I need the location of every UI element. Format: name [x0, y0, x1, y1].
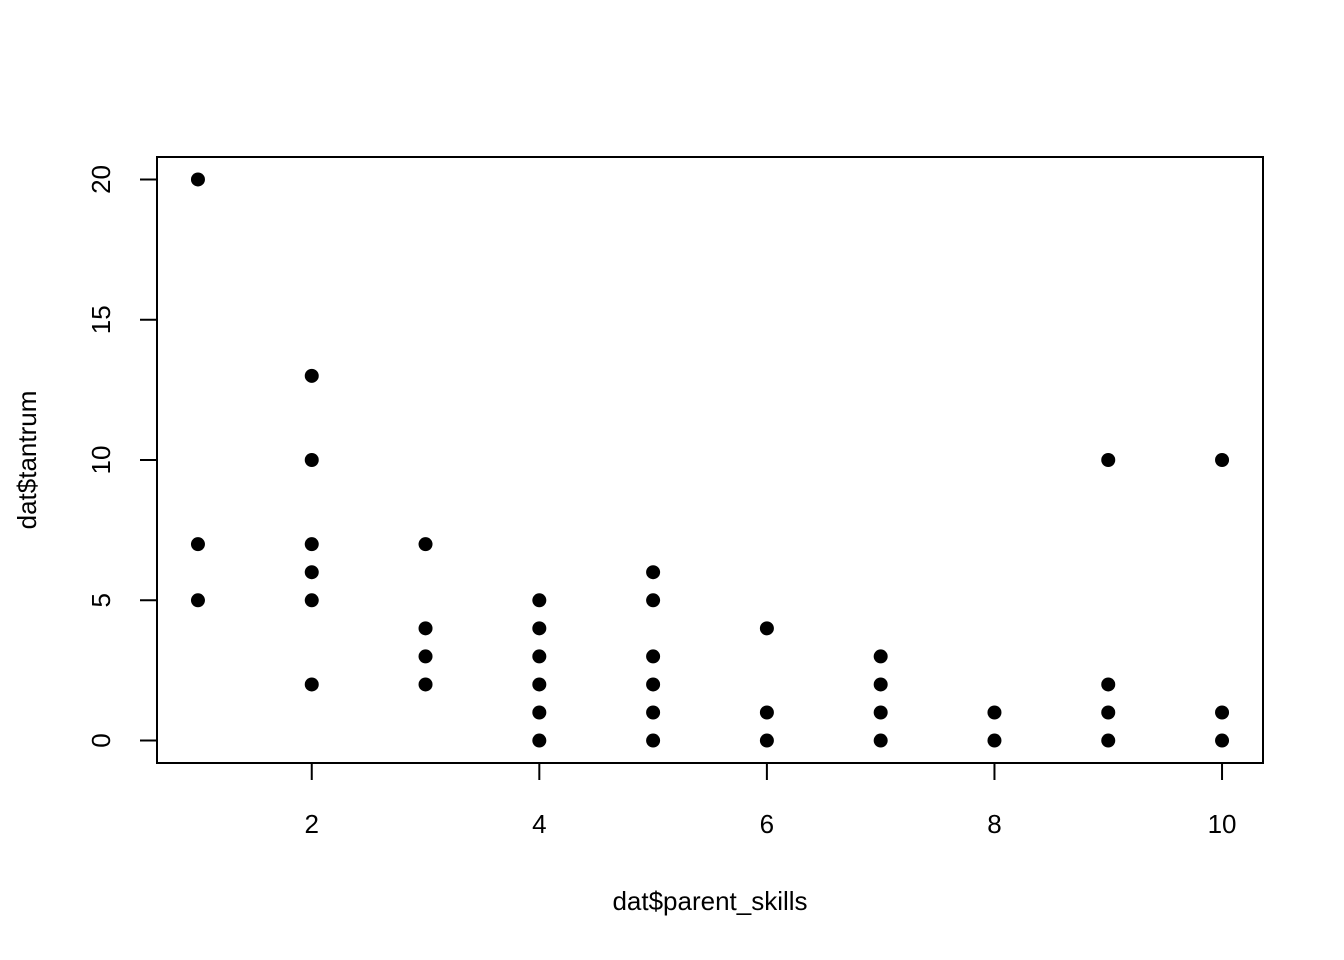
- data-point: [1215, 733, 1230, 748]
- data-point: [532, 621, 547, 636]
- data-point: [646, 593, 661, 608]
- data-point: [532, 705, 547, 720]
- x-axis-label: dat$parent_skills: [612, 886, 807, 916]
- data-point: [418, 621, 433, 636]
- data-point: [304, 677, 319, 692]
- data-point: [532, 733, 547, 748]
- plot-frame: [156, 156, 1264, 764]
- data-point: [304, 593, 319, 608]
- data-point: [646, 705, 661, 720]
- x-tick-label: 10: [1208, 809, 1237, 839]
- data-point: [304, 537, 319, 552]
- y-axis: 0 5 10 15 20: [86, 165, 158, 748]
- data-point: [190, 172, 205, 187]
- data-point: [190, 537, 205, 552]
- data-point: [873, 705, 888, 720]
- x-tick-label: 4: [532, 809, 546, 839]
- data-point: [532, 593, 547, 608]
- data-point: [873, 733, 888, 748]
- data-point: [1215, 705, 1230, 720]
- data-point: [759, 621, 774, 636]
- data-point: [646, 649, 661, 664]
- data-point: [532, 677, 547, 692]
- data-point: [646, 733, 661, 748]
- y-tick-label: 0: [86, 733, 116, 747]
- data-point: [532, 649, 547, 664]
- x-tick-label: 8: [987, 809, 1001, 839]
- data-point: [304, 368, 319, 383]
- data-point: [873, 677, 888, 692]
- data-point: [987, 705, 1002, 720]
- x-tick-label: 2: [305, 809, 319, 839]
- data-point: [1101, 677, 1116, 692]
- y-tick-label: 15: [86, 305, 116, 334]
- data-point: [304, 565, 319, 580]
- data-points: [190, 172, 1230, 748]
- y-tick-label: 10: [86, 446, 116, 475]
- data-point: [873, 649, 888, 664]
- y-tick-label: 20: [86, 165, 116, 194]
- x-tick-label: 6: [760, 809, 774, 839]
- data-point: [987, 733, 1002, 748]
- data-point: [1101, 705, 1116, 720]
- x-axis: 2 4 6 8 10: [305, 762, 1237, 839]
- data-point: [1101, 733, 1116, 748]
- data-point: [418, 649, 433, 664]
- data-point: [646, 677, 661, 692]
- y-tick-label: 5: [86, 593, 116, 607]
- data-point: [759, 733, 774, 748]
- data-point: [759, 705, 774, 720]
- data-point: [418, 537, 433, 552]
- data-point: [646, 565, 661, 580]
- y-axis-label: dat$tantrum: [12, 391, 42, 530]
- data-point: [1101, 453, 1116, 467]
- data-point: [304, 453, 319, 467]
- data-point: [418, 677, 433, 692]
- data-point: [1215, 453, 1230, 467]
- data-point: [190, 593, 205, 608]
